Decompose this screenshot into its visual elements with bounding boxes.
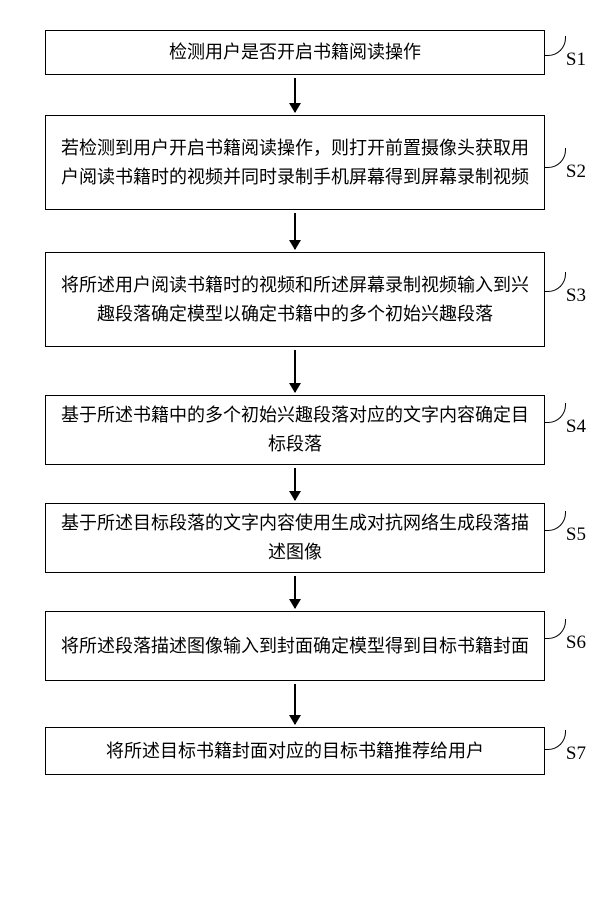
arrow-4	[45, 465, 545, 503]
arrow-6	[45, 681, 545, 727]
step-text-s1: 检测用户是否开启书籍阅读操作	[169, 38, 421, 67]
step-box-s5: 基于所述目标段落的文字内容使用生成对抗网络生成段落描述图像 S5	[45, 503, 545, 573]
step-label-s6: S6	[566, 632, 586, 654]
connector-s7	[544, 730, 566, 750]
connector-s2	[544, 148, 566, 168]
step-box-s6: 将所述段落描述图像输入到封面确定模型得到目标书籍封面 S6	[45, 611, 545, 681]
flowchart-container: 检测用户是否开启书籍阅读操作 S1 若检测到用户开启书籍阅读操作，则打开前置摄像…	[45, 30, 545, 775]
step-label-s4: S4	[566, 416, 586, 438]
step-text-s3: 将所述用户阅读书籍时的视频和所述屏幕录制视频输入到兴趣段落确定模型以确定书籍中的…	[61, 271, 529, 329]
arrow-3	[45, 347, 545, 395]
step-text-s6: 将所述段落描述图像输入到封面确定模型得到目标书籍封面	[61, 632, 529, 661]
step-box-s4: 基于所述书籍中的多个初始兴趣段落对应的文字内容确定目标段落 S4	[45, 395, 545, 465]
arrow-2	[45, 210, 545, 252]
step-box-s3: 将所述用户阅读书籍时的视频和所述屏幕录制视频输入到兴趣段落确定模型以确定书籍中的…	[45, 252, 545, 347]
connector-s1	[544, 36, 566, 56]
step-box-s1: 检测用户是否开启书籍阅读操作 S1	[45, 30, 545, 75]
connector-s5	[544, 511, 566, 531]
step-label-s2: S2	[566, 161, 586, 183]
step-label-s5: S5	[566, 524, 586, 546]
step-label-s7: S7	[566, 743, 586, 765]
step-text-s4: 基于所述书籍中的多个初始兴趣段落对应的文字内容确定目标段落	[61, 401, 529, 459]
step-text-s2: 若检测到用户开启书籍阅读操作，则打开前置摄像头获取用户阅读书籍时的视频并同时录制…	[61, 134, 529, 192]
step-text-s5: 基于所述目标段落的文字内容使用生成对抗网络生成段落描述图像	[61, 509, 529, 567]
arrow-5	[45, 573, 545, 611]
connector-s4	[544, 403, 566, 423]
step-label-s3: S3	[566, 285, 586, 307]
step-label-s1: S1	[566, 49, 586, 71]
step-box-s7: 将所述目标书籍封面对应的目标书籍推荐给用户 S7	[45, 727, 545, 775]
arrow-1	[45, 75, 545, 115]
connector-s3	[544, 272, 566, 292]
step-box-s2: 若检测到用户开启书籍阅读操作，则打开前置摄像头获取用户阅读书籍时的视频并同时录制…	[45, 115, 545, 210]
connector-s6	[544, 619, 566, 639]
step-text-s7: 将所述目标书籍封面对应的目标书籍推荐给用户	[106, 737, 484, 766]
